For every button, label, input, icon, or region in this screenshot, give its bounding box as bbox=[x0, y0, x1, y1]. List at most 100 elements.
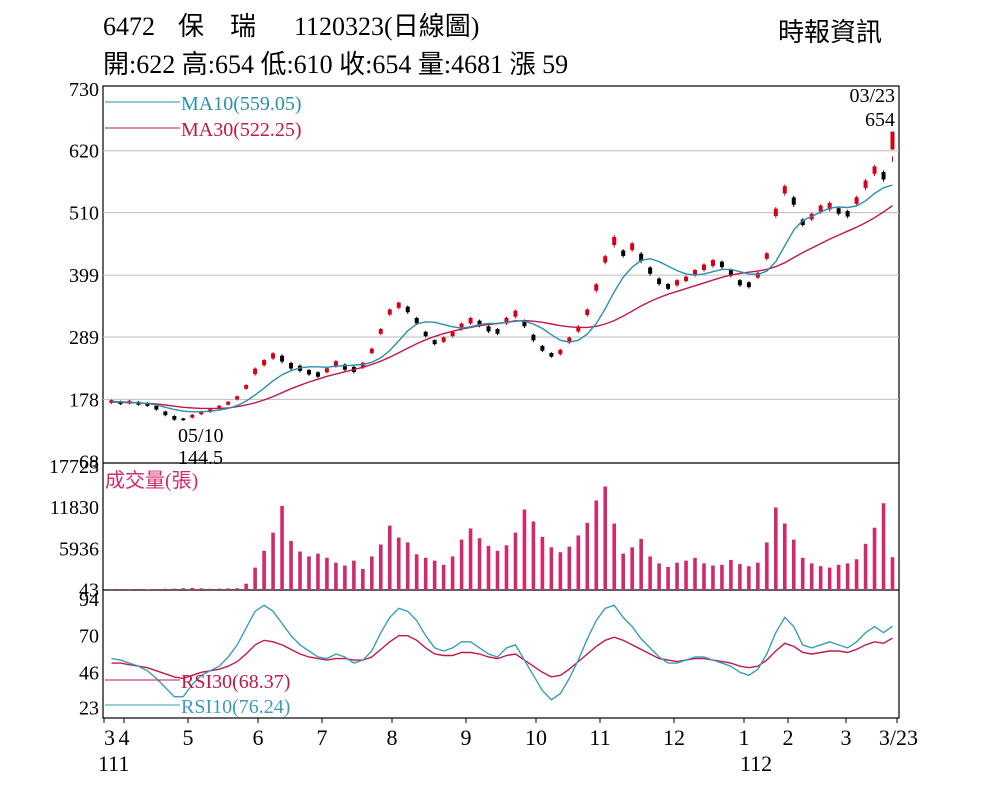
candle-body bbox=[630, 243, 635, 250]
candle-body bbox=[154, 405, 159, 410]
candle-body bbox=[432, 340, 437, 345]
volume-bar bbox=[540, 536, 545, 590]
volume-bar bbox=[145, 589, 150, 590]
candle-body bbox=[333, 361, 338, 367]
candle-body bbox=[477, 320, 482, 326]
candle-body bbox=[450, 331, 455, 337]
annotation-high-value: 654 bbox=[865, 109, 895, 131]
volume-bar bbox=[405, 542, 410, 590]
chart-date-type: 1120323(日線圖) bbox=[294, 12, 480, 41]
candle-body bbox=[710, 260, 715, 266]
volume-tick-label: 43 bbox=[79, 580, 99, 602]
volume-bar bbox=[818, 566, 823, 590]
x-tick-label: 12 bbox=[663, 725, 685, 750]
annotation-high-date: 03/23 bbox=[849, 85, 895, 107]
volume-bar bbox=[872, 527, 877, 590]
volume-bar bbox=[414, 554, 419, 590]
volume-bar bbox=[190, 587, 195, 590]
candle-body bbox=[746, 282, 751, 288]
candle-body bbox=[289, 362, 294, 369]
volume-bar bbox=[675, 562, 679, 590]
candle-body bbox=[306, 370, 311, 375]
volume-bar bbox=[684, 560, 688, 590]
volume-bar bbox=[747, 566, 751, 590]
candle-body bbox=[719, 261, 724, 268]
candle-body bbox=[881, 172, 886, 180]
volume-bar bbox=[468, 528, 473, 590]
volume-bar bbox=[612, 523, 617, 590]
candle-body bbox=[226, 401, 231, 405]
candle-body bbox=[513, 310, 518, 317]
candle-body bbox=[486, 326, 491, 332]
candle-body bbox=[693, 270, 698, 276]
volume-bar bbox=[118, 589, 123, 590]
volume-bar bbox=[782, 523, 787, 590]
volume-bar bbox=[549, 547, 554, 590]
volume-title: 成交量(張) bbox=[105, 469, 198, 492]
volume-bar bbox=[693, 557, 697, 590]
legend-ma10: MA10(559.05) bbox=[181, 93, 302, 115]
candle-body bbox=[378, 329, 383, 334]
volume-bar bbox=[702, 563, 706, 590]
candle-body bbox=[675, 280, 680, 286]
volume-bar bbox=[307, 556, 311, 590]
candle-body bbox=[845, 211, 850, 217]
candle-body bbox=[504, 317, 509, 324]
candle-body bbox=[531, 334, 536, 341]
rsi-tick-label: 46 bbox=[79, 662, 99, 684]
price-tick-label: 399 bbox=[69, 265, 99, 287]
candle-body bbox=[639, 253, 644, 261]
volume-bar bbox=[720, 564, 724, 590]
candle-body bbox=[459, 323, 464, 330]
volume-bar bbox=[271, 532, 275, 590]
volume-bar bbox=[226, 588, 230, 590]
volume-bar bbox=[827, 567, 832, 590]
x-tick-label: 7 bbox=[317, 725, 328, 750]
volume-bar bbox=[316, 553, 320, 590]
candle-body bbox=[369, 348, 374, 354]
volume-bar bbox=[621, 553, 625, 590]
candle-body bbox=[163, 411, 168, 416]
volume-bar bbox=[800, 557, 805, 590]
candle-body bbox=[585, 309, 590, 316]
volume-bar bbox=[791, 539, 796, 590]
price-tick-label: 289 bbox=[69, 327, 99, 349]
volume-bar bbox=[432, 560, 437, 590]
candle-body bbox=[199, 411, 204, 415]
candle-body bbox=[773, 208, 778, 216]
candle-body bbox=[468, 317, 473, 324]
candle-body bbox=[280, 355, 285, 362]
annotation-low-date: 05/10 bbox=[178, 425, 224, 447]
candle-body bbox=[800, 219, 805, 225]
ohlc-summary: 開:622 高:654 低:610 收:654 量:4681 漲 59 bbox=[103, 50, 569, 79]
candle-body bbox=[217, 405, 222, 409]
annotation-low-value: 144.5 bbox=[178, 447, 223, 469]
volume-tick-label: 5936 bbox=[59, 538, 99, 560]
price-tick-label: 68 bbox=[79, 451, 99, 473]
volume-bar bbox=[208, 588, 213, 590]
price-tick-label: 178 bbox=[69, 389, 99, 411]
candle-body bbox=[423, 331, 428, 337]
volume-bar bbox=[890, 557, 895, 590]
volume-bar bbox=[352, 560, 356, 590]
volume-bar bbox=[639, 538, 643, 590]
volume-bar bbox=[136, 588, 141, 590]
x-tick-label: 3 bbox=[841, 725, 852, 750]
volume-bar bbox=[486, 545, 491, 590]
rsi-tick-label: 70 bbox=[79, 626, 99, 648]
candle-body bbox=[414, 317, 419, 324]
volume-bar bbox=[379, 544, 383, 590]
candle-body bbox=[666, 284, 671, 289]
volume-bar bbox=[774, 507, 778, 590]
candle-body bbox=[737, 280, 742, 286]
candle-body bbox=[836, 208, 841, 214]
volume-bar bbox=[657, 563, 661, 590]
volume-bar bbox=[361, 569, 365, 590]
volume-bar bbox=[387, 525, 392, 590]
candle-body bbox=[872, 166, 877, 174]
volume-bar bbox=[181, 588, 186, 590]
volume-bar bbox=[756, 562, 760, 590]
candle-body bbox=[145, 402, 150, 406]
x-year-label: 111 bbox=[98, 751, 129, 776]
